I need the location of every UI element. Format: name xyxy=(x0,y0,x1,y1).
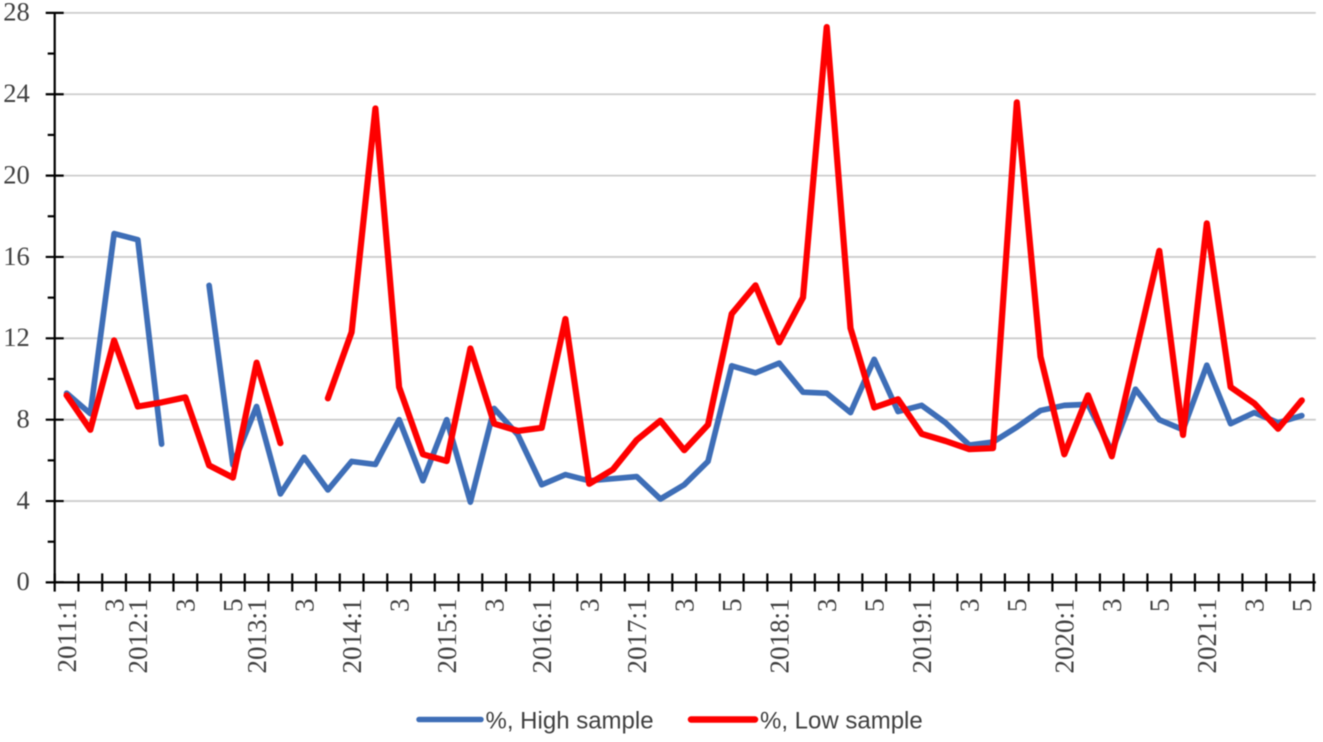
svg-text:%, High sample: %, High sample xyxy=(486,707,654,734)
svg-text:5: 5 xyxy=(218,599,248,613)
svg-text:2012:1: 2012:1 xyxy=(123,599,153,674)
svg-text:3: 3 xyxy=(480,599,510,613)
svg-text:24: 24 xyxy=(3,78,30,108)
svg-text:3: 3 xyxy=(670,599,700,613)
svg-text:3: 3 xyxy=(1097,599,1127,613)
svg-text:2011:1: 2011:1 xyxy=(52,599,82,673)
svg-text:5: 5 xyxy=(717,599,747,613)
svg-text:0: 0 xyxy=(17,566,30,596)
svg-text:2018:1: 2018:1 xyxy=(765,599,795,674)
svg-text:2015:1: 2015:1 xyxy=(432,599,462,674)
svg-text:2013:1: 2013:1 xyxy=(242,599,272,674)
svg-text:20: 20 xyxy=(3,159,30,189)
svg-text:3: 3 xyxy=(812,599,842,613)
svg-text:3: 3 xyxy=(955,599,985,613)
svg-text:2019:1: 2019:1 xyxy=(907,599,937,674)
svg-text:2016:1: 2016:1 xyxy=(527,599,557,674)
svg-text:2017:1: 2017:1 xyxy=(622,599,652,674)
svg-text:5: 5 xyxy=(1002,599,1032,613)
svg-text:5: 5 xyxy=(1145,599,1175,613)
svg-text:16: 16 xyxy=(3,241,30,271)
svg-text:5: 5 xyxy=(1287,599,1317,613)
svg-text:8: 8 xyxy=(17,404,30,434)
svg-text:3: 3 xyxy=(171,599,201,613)
svg-text:3: 3 xyxy=(289,599,319,613)
svg-text:3: 3 xyxy=(99,599,129,613)
svg-text:4: 4 xyxy=(17,485,30,515)
svg-text:12: 12 xyxy=(3,322,30,352)
svg-text:2021:1: 2021:1 xyxy=(1192,599,1222,674)
svg-text:2014:1: 2014:1 xyxy=(337,599,367,674)
svg-text:3: 3 xyxy=(575,599,605,613)
svg-text:2020:1: 2020:1 xyxy=(1050,599,1080,674)
svg-text:3: 3 xyxy=(1240,599,1270,613)
svg-text:%, Low sample: %, Low sample xyxy=(760,707,923,734)
svg-text:3: 3 xyxy=(384,599,414,613)
svg-text:5: 5 xyxy=(860,599,890,613)
svg-text:28: 28 xyxy=(3,0,30,27)
